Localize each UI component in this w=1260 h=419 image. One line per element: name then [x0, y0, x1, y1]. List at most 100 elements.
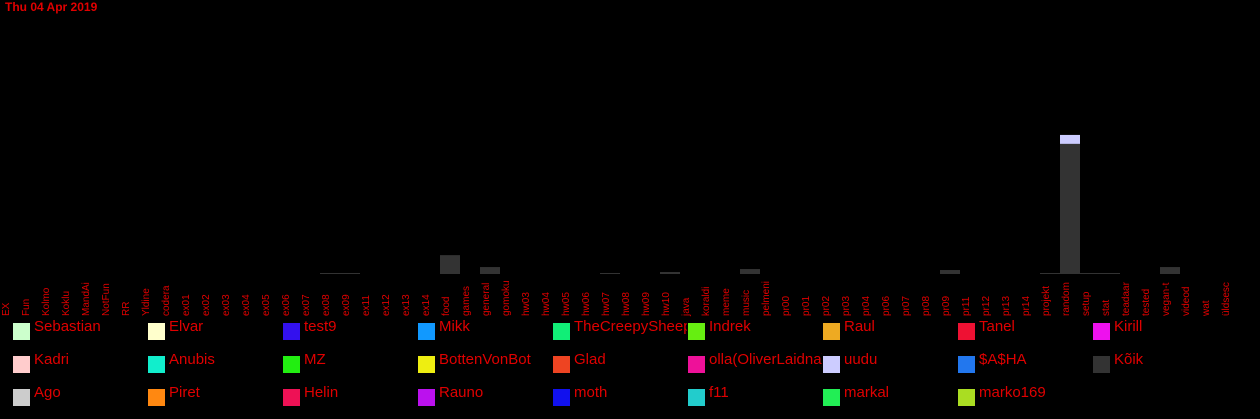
- legend-swatch: [823, 323, 840, 340]
- legend-swatch: [553, 356, 570, 373]
- legend-item: Kirill: [1093, 318, 1228, 340]
- category-label: pr09: [941, 296, 952, 316]
- legend-swatch: [553, 323, 570, 340]
- legend-label: markal: [844, 384, 890, 401]
- legend-swatch: [1093, 323, 1110, 340]
- category-label: NotFun: [101, 283, 112, 316]
- category-label: pr04: [861, 296, 872, 316]
- bar-general-Kõik: [480, 267, 500, 274]
- legend-swatch: [283, 389, 300, 406]
- legend-swatch: [688, 323, 705, 340]
- legend-label: MZ: [304, 351, 326, 368]
- category-label: hw10: [661, 292, 672, 316]
- category-label: ex05: [261, 294, 272, 316]
- legend-label: Kirill: [1114, 318, 1143, 335]
- legend-label: Mikk: [439, 318, 470, 335]
- legend-label: uudu: [844, 351, 878, 368]
- legend-swatch: [958, 389, 975, 406]
- legend-label: Elvar: [169, 318, 204, 335]
- legend-item: Kadri: [13, 351, 148, 373]
- legend-swatch: [688, 356, 705, 373]
- legend-swatch: [688, 389, 705, 406]
- legend-swatch: [148, 323, 165, 340]
- legend-swatch: [823, 356, 840, 373]
- legend-swatch: [283, 356, 300, 373]
- legend-item: MZ: [283, 351, 418, 373]
- legend-label: Tanel: [979, 318, 1015, 335]
- category-label: general: [481, 283, 492, 316]
- category-label: ex07: [301, 294, 312, 316]
- category-label: teadaar: [1121, 281, 1132, 316]
- bar-chart: EX Fun Kolmo Koklu MandAi NotFun RR Yldine coder…: [1, 134, 1232, 317]
- category-label: videod: [1181, 287, 1192, 316]
- legend-swatch: [958, 323, 975, 340]
- legend-swatch: [148, 356, 165, 373]
- bar-random-uudu: [1060, 134, 1080, 144]
- category-label: pr06: [881, 296, 892, 316]
- category-label: pr14: [1021, 296, 1032, 316]
- legend-swatch: [13, 389, 30, 406]
- legend-item: Indrek: [688, 318, 823, 340]
- bar-setup-Kõik: [1080, 273, 1100, 275]
- legend-item: markal: [823, 384, 958, 406]
- category-label: pr11: [961, 296, 972, 316]
- legend-item: f11: [688, 384, 823, 406]
- bar-ex08-Kõik: [320, 273, 340, 275]
- legend-label: test9: [304, 318, 337, 335]
- category-label: ex01: [181, 294, 192, 316]
- category-label: wat: [1201, 300, 1212, 317]
- legend-item: test9: [283, 318, 418, 340]
- category-label: setup: [1081, 291, 1092, 316]
- legend-swatch: [553, 389, 570, 406]
- legend-item: Ago: [13, 384, 148, 406]
- category-label: hw07: [601, 292, 612, 316]
- category-label: ex11: [361, 295, 372, 316]
- legend-item: marko169: [958, 384, 1093, 406]
- category-label: meme: [721, 288, 732, 316]
- category-label: ex14: [421, 294, 432, 316]
- legend-item: Sebastian: [13, 318, 148, 340]
- legend-label: Anubis: [169, 351, 215, 368]
- category-label: pr03: [841, 296, 852, 316]
- legend-swatch: [283, 323, 300, 340]
- category-label: gomoku: [501, 280, 512, 316]
- legend-item: Glad: [553, 351, 688, 373]
- category-label: stat: [1101, 300, 1112, 316]
- category-label: pr07: [901, 296, 912, 316]
- legend-item: Rauno: [418, 384, 553, 406]
- legend-label: Ago: [34, 384, 61, 401]
- bar-hw10-Kõik: [660, 272, 680, 274]
- legend-label: Rauno: [439, 384, 484, 401]
- category-label: hw06: [581, 292, 592, 316]
- legend-swatch: [418, 356, 435, 373]
- legend-item: olla(OliverLaidna): [688, 351, 823, 373]
- category-label: ex03: [221, 294, 232, 316]
- category-label: hw05: [561, 292, 572, 316]
- legend-item: uudu: [823, 351, 958, 373]
- category-label: RR: [121, 302, 132, 316]
- legend-swatch: [148, 389, 165, 406]
- category-label: koraldi: [701, 287, 712, 316]
- legend-label: Helin: [304, 384, 339, 401]
- category-label: ex12: [381, 294, 392, 316]
- legend-label: marko169: [979, 384, 1046, 401]
- category-label: ex09: [341, 294, 352, 316]
- legend-label: Indrek: [709, 318, 751, 335]
- legend-swatch: [13, 356, 30, 373]
- category-label: hw03: [521, 292, 532, 316]
- legend-label: Raul: [844, 318, 875, 335]
- legend-label: olla(OliverLaidna): [709, 351, 822, 368]
- legend-label: Glad: [574, 351, 606, 368]
- legend-label: TheCreepySheep: [574, 318, 687, 335]
- category-label: ex04: [241, 294, 252, 316]
- bar-stat-Kõik: [1100, 273, 1120, 275]
- bar-ex09-Kõik: [340, 273, 360, 275]
- legend-item: Helin: [283, 384, 418, 406]
- category-label: projekt: [1041, 286, 1052, 316]
- category-label: Yldine: [141, 288, 152, 316]
- legend-item: Raul: [823, 318, 958, 340]
- legend-item: TheCreepySheep: [553, 318, 688, 340]
- legend-swatch: [958, 356, 975, 373]
- category-label: games: [461, 286, 472, 316]
- category-label: EX: [1, 302, 12, 316]
